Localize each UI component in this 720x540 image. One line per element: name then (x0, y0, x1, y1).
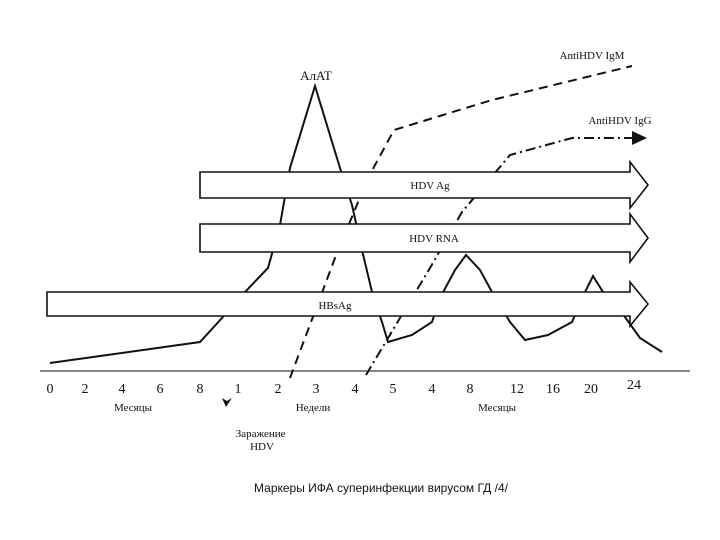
x-tick-label: 2 (275, 382, 282, 397)
x-tick-label: 5 (390, 382, 397, 397)
hbsag-label: HBsAg (318, 300, 352, 312)
anti-hdv-igm-curve (289, 65, 633, 379)
x-tick-label: 4 (429, 382, 436, 397)
x-tick-label: 3 (313, 382, 320, 397)
x-tick-label: 8 (197, 382, 204, 397)
anti-hdv-igg-arrowhead (632, 131, 647, 145)
x-tick-label: 1 (235, 382, 242, 397)
hdv-ag-arrow (199, 159, 650, 211)
x-tick-label: 24 (627, 378, 641, 393)
x-tick-label: 6 (157, 382, 164, 397)
time-unit-weeks-label: Недели (296, 402, 331, 414)
infection-label: Заражение HDV (236, 428, 289, 453)
x-tick-label: 20 (584, 382, 598, 397)
anti-hdv-igm-label: AntiHDV IgM (560, 50, 625, 62)
x-tick-label: 16 (546, 382, 560, 397)
alat-label: AлAT (300, 68, 332, 83)
infection-marker-arrow (222, 398, 232, 407)
time-unit-months-label-2: Месяцы (478, 402, 517, 414)
hdv-rna-arrow (199, 211, 649, 265)
hdv-rna-label: HDV RNA (409, 233, 459, 245)
hdv-ag-label: HDV Ag (410, 180, 450, 192)
time-unit-months-label: Месяцы (114, 402, 153, 414)
anti-hdv-igg-label: AntiHDV IgG (588, 115, 651, 127)
x-tick-label: 0 (47, 382, 54, 397)
x-tick-label: 4 (119, 382, 126, 397)
x-tick-label: 2 (82, 382, 89, 397)
anti-hdv-igg-curve (365, 137, 632, 376)
figure-caption: Маркеры ИФА суперинфекции вирусом ГД /4/ (254, 481, 509, 495)
x-tick-label: 12 (510, 382, 524, 397)
x-tick-label: 4 (352, 382, 359, 397)
x-tick-label: 8 (467, 382, 474, 397)
x-tick-labels: 0 2 4 6 8 1 2 3 4 5 4 8 12 16 20 24 (47, 378, 642, 397)
hbsag-arrow (46, 279, 650, 329)
